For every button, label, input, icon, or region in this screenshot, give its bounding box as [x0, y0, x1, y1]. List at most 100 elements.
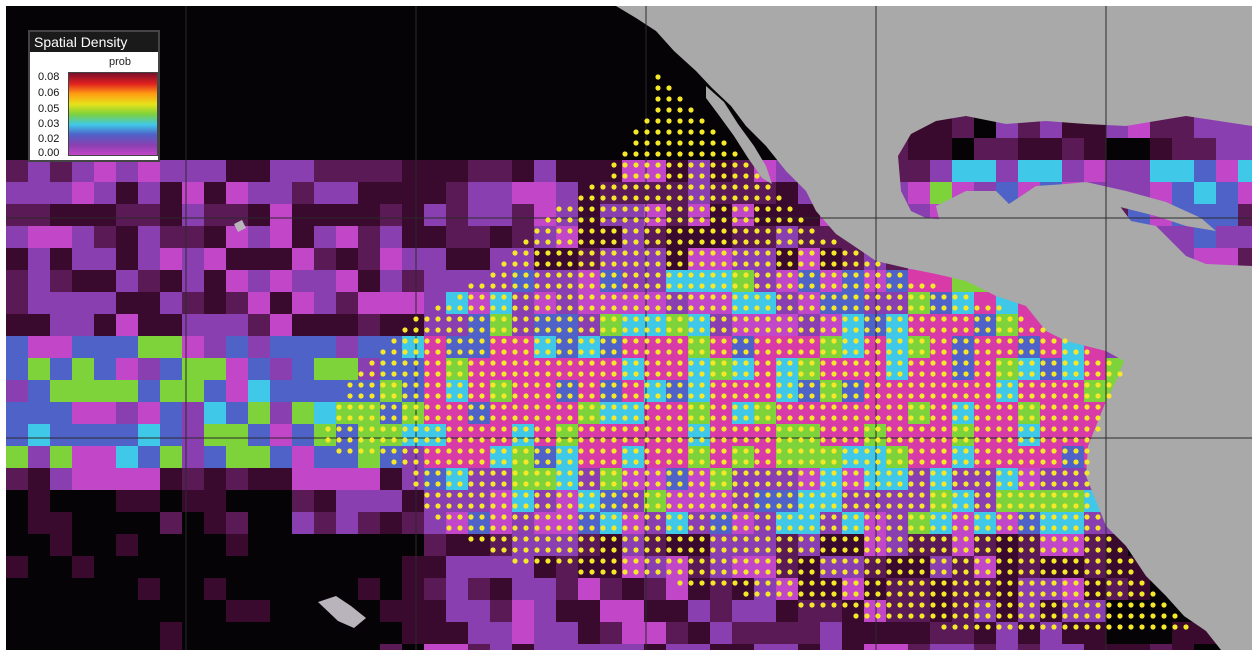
observation-dot	[710, 415, 715, 420]
density-cell	[974, 292, 996, 314]
density-cell	[138, 336, 160, 358]
observation-dot	[721, 294, 726, 299]
observation-dot	[633, 305, 638, 310]
observation-dot	[666, 481, 671, 486]
observation-dot	[545, 294, 550, 299]
observation-dot	[600, 195, 605, 200]
observation-dot	[732, 173, 737, 178]
density-cell	[490, 182, 512, 204]
observation-dot	[1007, 382, 1012, 387]
density-cell	[1172, 182, 1194, 204]
observation-dot	[1040, 338, 1045, 343]
density-cell	[490, 204, 512, 226]
observation-dot	[490, 360, 495, 365]
observation-dot	[1018, 525, 1023, 530]
observation-dot	[655, 525, 660, 530]
observation-dot	[930, 338, 935, 343]
observation-dot	[853, 514, 858, 519]
observation-dot	[534, 415, 539, 420]
observation-dot	[897, 525, 902, 530]
observation-dot	[633, 371, 638, 376]
observation-dot	[710, 151, 715, 156]
observation-dot	[974, 470, 979, 475]
density-cell	[468, 578, 490, 600]
observation-dot	[996, 481, 1001, 486]
observation-dot	[457, 327, 462, 332]
observation-dot	[545, 481, 550, 486]
observation-dot	[699, 283, 704, 288]
observation-dot	[512, 503, 517, 508]
observation-dot	[919, 492, 924, 497]
observation-dot	[523, 558, 528, 563]
observation-dot	[578, 547, 583, 552]
observation-dot	[633, 283, 638, 288]
density-cell	[380, 336, 402, 358]
observation-dot	[1106, 602, 1111, 607]
observation-dot	[534, 316, 539, 321]
observation-dot	[820, 558, 825, 563]
observation-dot	[600, 470, 605, 475]
observation-dot	[842, 250, 847, 255]
density-cell	[292, 490, 314, 512]
observation-dot	[985, 305, 990, 310]
observation-dot	[600, 360, 605, 365]
observation-dot	[820, 382, 825, 387]
observation-dot	[886, 503, 891, 508]
observation-dot	[820, 503, 825, 508]
observation-dot	[875, 294, 880, 299]
observation-dot	[809, 514, 814, 519]
observation-dot	[886, 393, 891, 398]
density-cell	[160, 270, 182, 292]
observation-dot	[1062, 591, 1067, 596]
observation-dot	[699, 250, 704, 255]
observation-dot	[479, 448, 484, 453]
observation-dot	[732, 514, 737, 519]
observation-dot	[523, 283, 528, 288]
observation-dot	[622, 514, 627, 519]
observation-dot	[908, 602, 913, 607]
density-cell	[358, 182, 380, 204]
density-cell	[292, 226, 314, 248]
map-view[interactable]: Spatial Density prob 0.08 0.06 0.05 0.03…	[6, 6, 1252, 650]
observation-dot	[1040, 580, 1045, 585]
observation-dot	[831, 382, 836, 387]
density-cell	[160, 622, 182, 644]
observation-dot	[963, 448, 968, 453]
observation-dot	[732, 580, 737, 585]
density-cell	[1172, 138, 1194, 160]
observation-dot	[941, 492, 946, 497]
observation-dot	[435, 492, 440, 497]
observation-dot	[644, 261, 649, 266]
observation-dot	[369, 371, 374, 376]
observation-dot	[589, 415, 594, 420]
density-cell	[600, 600, 622, 622]
observation-dot	[908, 470, 913, 475]
observation-dot	[820, 591, 825, 596]
density-cell	[160, 226, 182, 248]
observation-dot	[831, 316, 836, 321]
density-cell	[292, 358, 314, 380]
map-canvas[interactable]	[6, 6, 1252, 650]
observation-dot	[699, 239, 704, 244]
density-cell	[1216, 160, 1238, 182]
observation-dot	[688, 569, 693, 574]
observation-dot	[501, 327, 506, 332]
observation-dot	[1018, 448, 1023, 453]
observation-dot	[886, 415, 891, 420]
density-cell	[182, 402, 204, 424]
observation-dot	[787, 492, 792, 497]
observation-dot	[732, 195, 737, 200]
density-cell	[710, 644, 732, 650]
observation-dot	[787, 569, 792, 574]
density-cell	[402, 160, 424, 182]
observation-dot	[611, 470, 616, 475]
density-cell	[116, 446, 138, 468]
observation-dot	[435, 470, 440, 475]
observation-dot	[765, 206, 770, 211]
density-cell	[732, 622, 754, 644]
density-cell	[182, 446, 204, 468]
density-cell	[270, 160, 292, 182]
observation-dot	[677, 118, 682, 123]
observation-dot	[567, 217, 572, 222]
observation-dot	[611, 327, 616, 332]
